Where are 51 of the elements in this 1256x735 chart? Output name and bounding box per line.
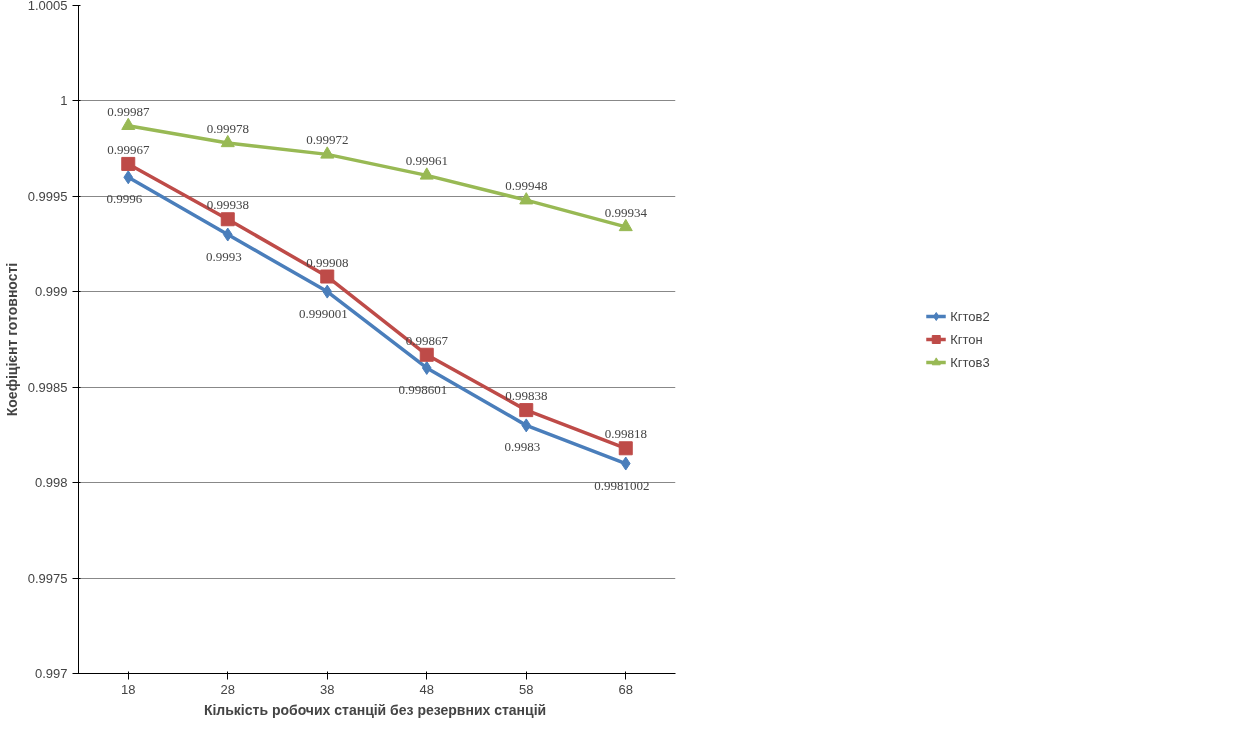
legend-label: Кгтон bbox=[950, 331, 983, 347]
data-label: 0.99978 bbox=[206, 120, 249, 136]
x-axis-title: Кількість робочих станцій без резервних станцій bbox=[203, 701, 547, 718]
data-label: 0.9993 bbox=[205, 248, 242, 264]
point bbox=[519, 192, 534, 205]
data-label: 0.99908 bbox=[306, 254, 349, 270]
y-tick-label: 0.9995 bbox=[27, 188, 68, 204]
legend-label: Кгтов2 bbox=[950, 308, 990, 324]
y-tick-label: 0.9975 bbox=[27, 570, 68, 586]
legend-label: Кгтов3 bbox=[950, 354, 990, 370]
x-tick-label: 58 bbox=[519, 681, 534, 697]
x-tick-label: 28 bbox=[220, 681, 235, 697]
x-tick-label: 38 bbox=[320, 681, 335, 697]
point bbox=[419, 167, 434, 180]
data-label: 0.99938 bbox=[206, 197, 249, 213]
point bbox=[222, 227, 233, 242]
data-label: 0.99838 bbox=[505, 388, 548, 404]
point bbox=[320, 146, 335, 159]
data-label: 0.99818 bbox=[604, 426, 647, 442]
point bbox=[220, 212, 235, 227]
y-axis-title: Коефіцієнт готовності bbox=[3, 262, 20, 417]
point bbox=[421, 360, 432, 375]
point bbox=[121, 117, 136, 130]
point bbox=[419, 347, 434, 362]
y-tick-label: 0.997 bbox=[34, 666, 68, 681]
point bbox=[123, 170, 134, 185]
data-label: 0.999001 bbox=[298, 305, 348, 321]
x-tick-label: 48 bbox=[419, 681, 434, 697]
y-tick-label: 0.9985 bbox=[27, 379, 68, 395]
data-label: 0.99961 bbox=[405, 153, 448, 169]
data-label: 0.99987 bbox=[107, 103, 150, 119]
point bbox=[320, 269, 335, 284]
y-tick-label: 1 bbox=[60, 93, 68, 109]
data-label: 0.99972 bbox=[306, 132, 349, 148]
point bbox=[322, 284, 333, 299]
point bbox=[121, 156, 136, 171]
y-tick-label: 0.998 bbox=[34, 475, 68, 491]
x-tick-label: 18 bbox=[121, 681, 136, 697]
point bbox=[618, 218, 633, 232]
data-label: 0.99967 bbox=[107, 141, 150, 157]
point bbox=[519, 403, 534, 418]
data-label: 0.9983 bbox=[504, 439, 541, 455]
y-tick-label: 0.999 bbox=[34, 284, 68, 300]
x-tick-label: 68 bbox=[618, 681, 633, 697]
point bbox=[620, 456, 631, 471]
point bbox=[521, 418, 532, 433]
y-tick-label: 1.0005 bbox=[27, 0, 68, 13]
data-label: 0.99934 bbox=[604, 204, 648, 220]
data-label: 0.99948 bbox=[505, 178, 548, 194]
point bbox=[220, 134, 235, 148]
point bbox=[618, 441, 633, 456]
